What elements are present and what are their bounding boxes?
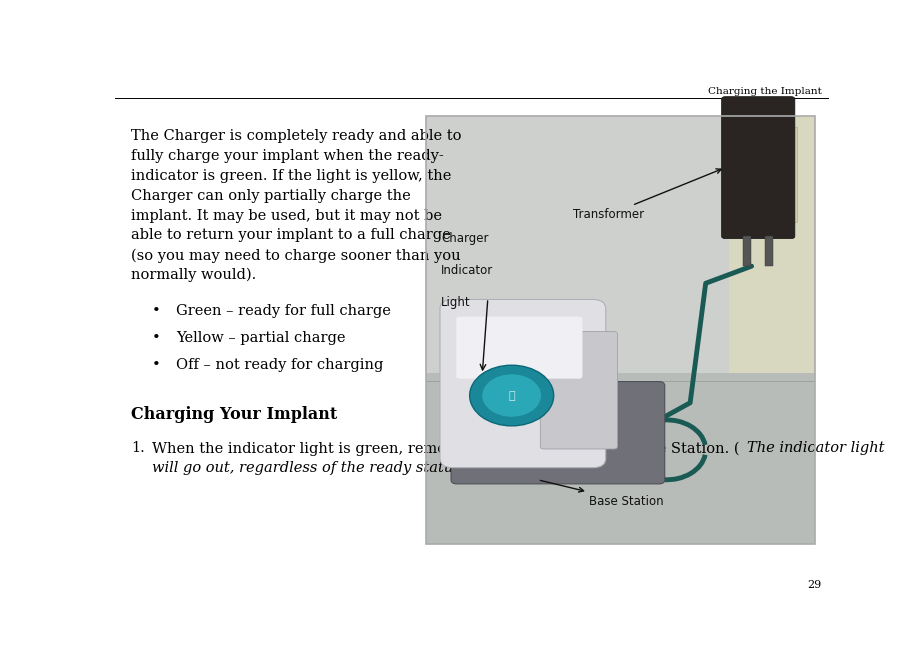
Text: Transformer: Transformer: [574, 169, 721, 221]
Text: •: •: [152, 358, 161, 372]
Bar: [743, 236, 752, 266]
FancyBboxPatch shape: [440, 300, 606, 468]
Text: The Charger is completely ready and able to: The Charger is completely ready and able…: [131, 129, 461, 143]
Text: indicator is green. If the light is yellow, the: indicator is green. If the light is yell…: [131, 169, 451, 183]
Text: Charger: Charger: [441, 231, 489, 245]
Circle shape: [470, 365, 554, 426]
Text: will go out, regardless of the ready status: will go out, regardless of the ready sta…: [152, 461, 461, 475]
Text: ⏻: ⏻: [508, 391, 515, 401]
Text: Yellow – partial charge: Yellow – partial charge: [176, 331, 345, 345]
Bar: [426, 373, 814, 544]
Text: Off – not ready for charging: Off – not ready for charging: [176, 358, 383, 372]
Text: .): .): [534, 461, 544, 475]
Text: Charging Your Implant: Charging Your Implant: [131, 406, 337, 423]
Text: Light: Light: [441, 296, 471, 308]
Text: able to return your implant to a full charge: able to return your implant to a full ch…: [131, 228, 450, 242]
Text: 1.: 1.: [131, 442, 145, 456]
Text: •: •: [152, 304, 161, 318]
Polygon shape: [729, 116, 814, 381]
Bar: [787, 126, 798, 222]
Text: 29: 29: [808, 580, 822, 590]
Text: Charger can only partially charge the: Charger can only partially charge the: [131, 189, 411, 203]
Text: •: •: [152, 331, 161, 345]
FancyBboxPatch shape: [456, 316, 582, 379]
FancyBboxPatch shape: [721, 96, 795, 239]
Bar: [765, 236, 773, 266]
Circle shape: [483, 375, 541, 417]
Text: The indicator light: The indicator light: [747, 442, 884, 456]
Text: (so you may need to charge sooner than you: (so you may need to charge sooner than y…: [131, 248, 460, 263]
Text: Green – ready for full charge: Green – ready for full charge: [176, 304, 391, 318]
Text: fully charge your implant when the ready-: fully charge your implant when the ready…: [131, 149, 444, 163]
Text: Indicator: Indicator: [441, 264, 494, 277]
Text: Base Station: Base Station: [541, 480, 664, 508]
Bar: [426, 116, 814, 381]
Text: When the indicator light is green, remove the Charger from the Base Station. (: When the indicator light is green, remov…: [152, 442, 740, 456]
FancyBboxPatch shape: [451, 381, 665, 484]
Text: Charging the Implant: Charging the Implant: [708, 87, 822, 96]
FancyBboxPatch shape: [541, 332, 617, 449]
Text: implant. It may be used, but it may not be: implant. It may be used, but it may not …: [131, 209, 442, 223]
Bar: [426, 116, 814, 544]
Text: normally would).: normally would).: [131, 268, 256, 282]
